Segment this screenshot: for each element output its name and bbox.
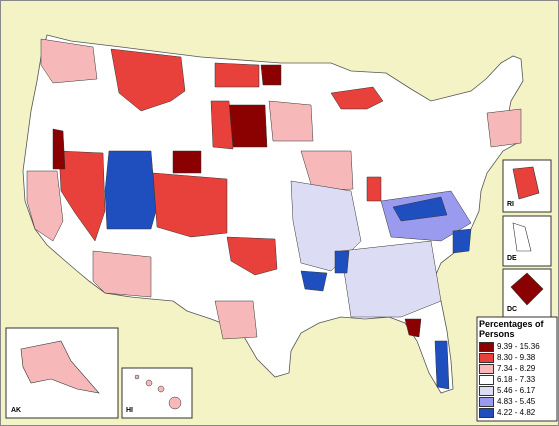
delaware-label: DE bbox=[507, 255, 517, 262]
region-nevada bbox=[58, 150, 106, 242]
legend-label: 7.34 - 8.29 bbox=[497, 364, 536, 373]
legend-swatch bbox=[479, 341, 494, 352]
alaska-label: AK bbox=[11, 407, 22, 414]
hawaii-island-2 bbox=[145, 379, 153, 387]
delaware-shape bbox=[512, 222, 532, 252]
legend-row: 8.30 - 9.38 bbox=[479, 352, 557, 363]
region-montana bbox=[110, 48, 186, 112]
region-michigan bbox=[330, 86, 384, 110]
region-newengland-pink bbox=[486, 108, 522, 148]
legend-title: Percentages of Persons bbox=[479, 319, 544, 339]
legend-swatch bbox=[479, 385, 494, 396]
region-texas-pink bbox=[214, 300, 258, 340]
region-wyoming-dark bbox=[172, 150, 202, 174]
region-southeast-lightblue bbox=[340, 240, 442, 318]
region-iowa-pink bbox=[300, 150, 354, 192]
region-arizona-pink bbox=[92, 250, 152, 298]
legend-label: 8.30 - 9.38 bbox=[497, 353, 536, 362]
hawaii-island-4 bbox=[168, 396, 182, 410]
legend-label: 5.46 - 6.17 bbox=[497, 386, 536, 395]
region-carolina-darkblue bbox=[452, 228, 472, 254]
rhode-island-label: RI bbox=[507, 201, 514, 208]
hawaii-island-3 bbox=[157, 385, 165, 393]
region-midsouth-lightblue bbox=[290, 180, 362, 272]
legend-row: 7.34 - 8.29 bbox=[479, 363, 557, 374]
legend-row: 5.46 - 6.17 bbox=[479, 385, 557, 396]
region-california-pink bbox=[26, 170, 64, 242]
legend-label: 4.22 - 4.82 bbox=[497, 408, 536, 417]
region-mississippi-darkblue bbox=[334, 250, 350, 274]
hawaii-label: HI bbox=[126, 407, 133, 414]
region-arkansas-darkblue bbox=[300, 270, 328, 292]
region-illinois-red bbox=[366, 176, 382, 202]
legend-row: 4.83 - 5.45 bbox=[479, 396, 557, 407]
region-washington-pink bbox=[40, 38, 98, 84]
region-south-dakota-dark bbox=[228, 104, 268, 148]
hawaii-island-1 bbox=[134, 374, 140, 380]
rhode-island-shape bbox=[512, 166, 540, 200]
region-oregon-dark bbox=[52, 128, 66, 170]
legend: Percentages of Persons 9.39 - 15.36 8.30… bbox=[479, 319, 557, 418]
legend-swatch bbox=[479, 396, 494, 407]
region-utah bbox=[104, 150, 157, 230]
legend-row: 4.22 - 4.82 bbox=[479, 407, 557, 418]
legend-swatch bbox=[479, 407, 494, 418]
legend-label: 9.39 - 15.36 bbox=[497, 342, 540, 351]
region-nebraska-pink bbox=[268, 100, 314, 142]
dc-label: DC bbox=[507, 306, 518, 313]
region-north-dakota-dark bbox=[260, 64, 282, 86]
legend-swatch bbox=[479, 374, 494, 385]
region-south-dakota bbox=[210, 100, 234, 150]
legend-swatch bbox=[479, 363, 494, 374]
region-colorado bbox=[152, 172, 228, 238]
legend-swatch bbox=[479, 352, 494, 363]
region-oklahoma bbox=[226, 236, 278, 276]
legend-row: 9.39 - 15.36 bbox=[479, 341, 557, 352]
alaska-shape bbox=[20, 340, 100, 394]
legend-row: 6.18 - 7.33 bbox=[479, 374, 557, 385]
dc-shape bbox=[510, 272, 544, 306]
legend-label: 6.18 - 7.33 bbox=[497, 375, 536, 384]
region-florida-darkblue bbox=[434, 340, 450, 390]
legend-label: 4.83 - 5.45 bbox=[497, 397, 536, 406]
region-kentucky-darkblue bbox=[392, 196, 448, 222]
region-north-dakota bbox=[214, 62, 260, 88]
inset-hawaii bbox=[121, 367, 193, 419]
region-florida-dark bbox=[404, 318, 422, 338]
